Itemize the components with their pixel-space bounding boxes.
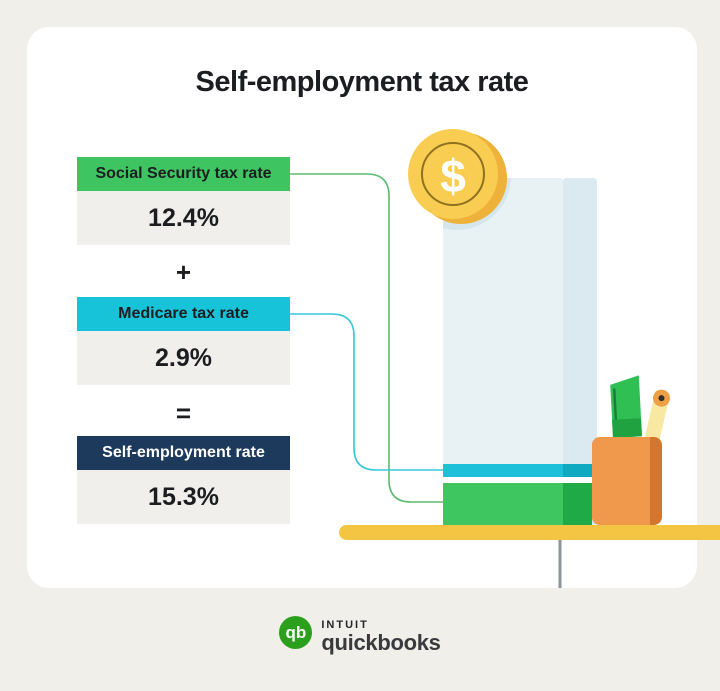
medicare-box: Medicare tax rate 2.9% bbox=[77, 297, 290, 385]
medicare-label: Medicare tax rate bbox=[77, 297, 290, 331]
social-security-label: Social Security tax rate bbox=[77, 157, 290, 191]
self-employment-label: Self-employment rate bbox=[77, 436, 290, 470]
quickbooks-wordmark: quickbooks bbox=[321, 630, 441, 655]
brand-footer: qb intuit quickbooks bbox=[0, 612, 720, 654]
quickbooks-logo-icon: qb bbox=[279, 616, 313, 649]
plus-operator: + bbox=[175, 257, 192, 287]
medicare-value: 2.9% bbox=[77, 331, 290, 385]
self-employment-box: Self-employment rate 15.3% bbox=[77, 436, 290, 524]
table-top-right-end bbox=[705, 525, 720, 540]
intuit-wordmark: intuit bbox=[321, 619, 369, 631]
page-title: Self-employment tax rate bbox=[195, 66, 529, 98]
equals-operator: = bbox=[175, 398, 192, 428]
social-security-value: 12.4% bbox=[77, 191, 290, 245]
self-employment-value: 15.3% bbox=[77, 470, 290, 524]
social-security-box: Social Security tax rate 12.4% bbox=[77, 157, 290, 245]
